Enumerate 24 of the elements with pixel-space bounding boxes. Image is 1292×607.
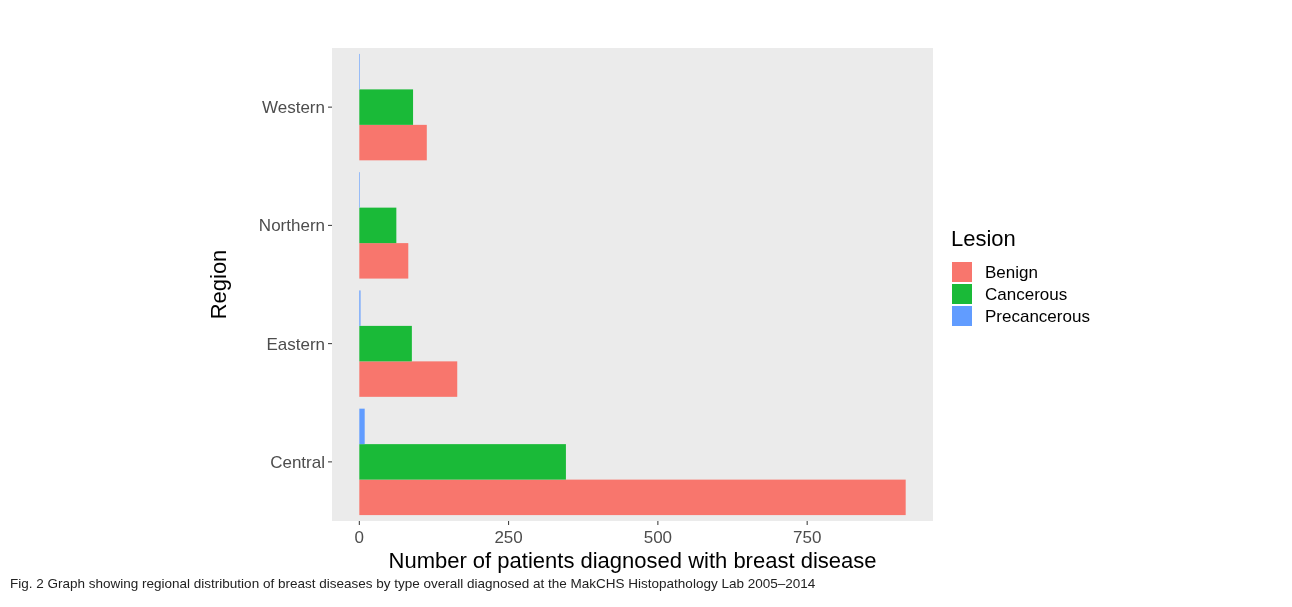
bar: [359, 479, 906, 516]
bar: [359, 89, 414, 125]
bar: [359, 207, 397, 244]
y-tick-label: Northern: [258, 216, 325, 236]
x-tick-label: 750: [792, 528, 822, 547]
legend-title: Lesion: [951, 226, 1016, 251]
x-tick-label: 500: [643, 528, 673, 547]
bar: [359, 325, 412, 362]
x-axis-title: Number of patients diagnosed with breast disease: [388, 548, 877, 573]
bar: [359, 408, 365, 445]
y-tick-label: Eastern: [266, 334, 325, 354]
legend-label: Cancerous: [985, 284, 1068, 304]
legend-label: Precancerous: [985, 306, 1090, 326]
y-axis-title: Region: [206, 249, 231, 320]
x-tick-label: 250: [494, 528, 523, 547]
bar: [359, 124, 427, 161]
y-tick-label: Western: [262, 98, 325, 118]
bar: [359, 243, 409, 279]
legend-label: Benign: [985, 262, 1038, 282]
bar: [359, 444, 566, 480]
caption: Fig. 2 Graph showing regional distribution of breast diseases by type overall diagnosed at the MakCHS Histopathology Lab 2005–2014: [10, 576, 816, 591]
bar: [359, 361, 458, 397]
y-tick-label: Central: [270, 452, 325, 472]
x-tick-label: 0: [354, 528, 365, 547]
